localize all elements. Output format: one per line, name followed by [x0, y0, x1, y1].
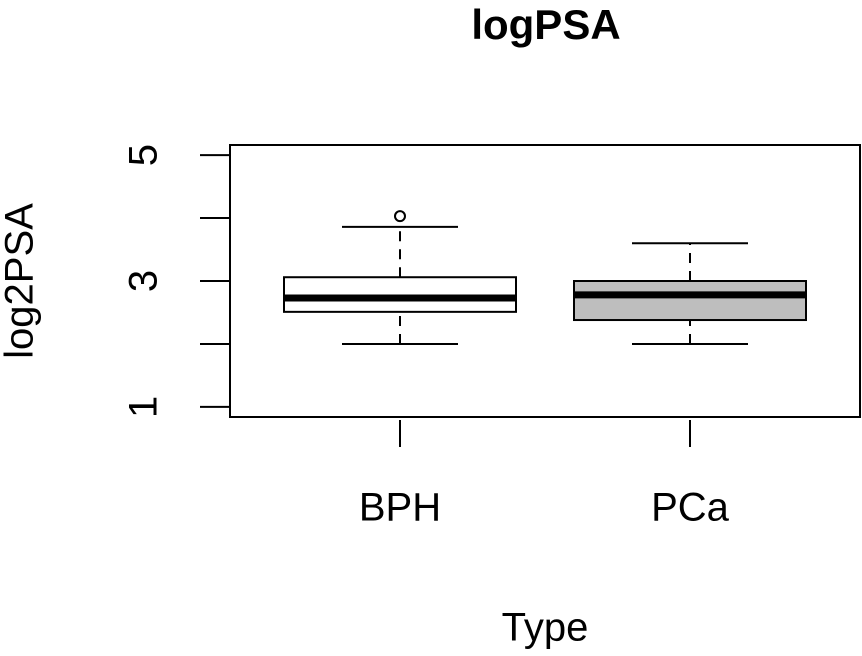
y-axis-label: log2PSA: [0, 203, 42, 359]
y-tick-label: 1: [122, 396, 166, 418]
box: [573, 280, 807, 322]
x-axis-label: Type: [502, 606, 589, 650]
y-tick-label: 5: [122, 144, 166, 166]
outlier: [394, 210, 406, 223]
x-tick-label: BPH: [359, 486, 441, 530]
y-tick-label: 3: [122, 270, 166, 292]
x-tick-label: PCa: [651, 486, 730, 530]
chart-title: logPSA: [471, 1, 620, 48]
